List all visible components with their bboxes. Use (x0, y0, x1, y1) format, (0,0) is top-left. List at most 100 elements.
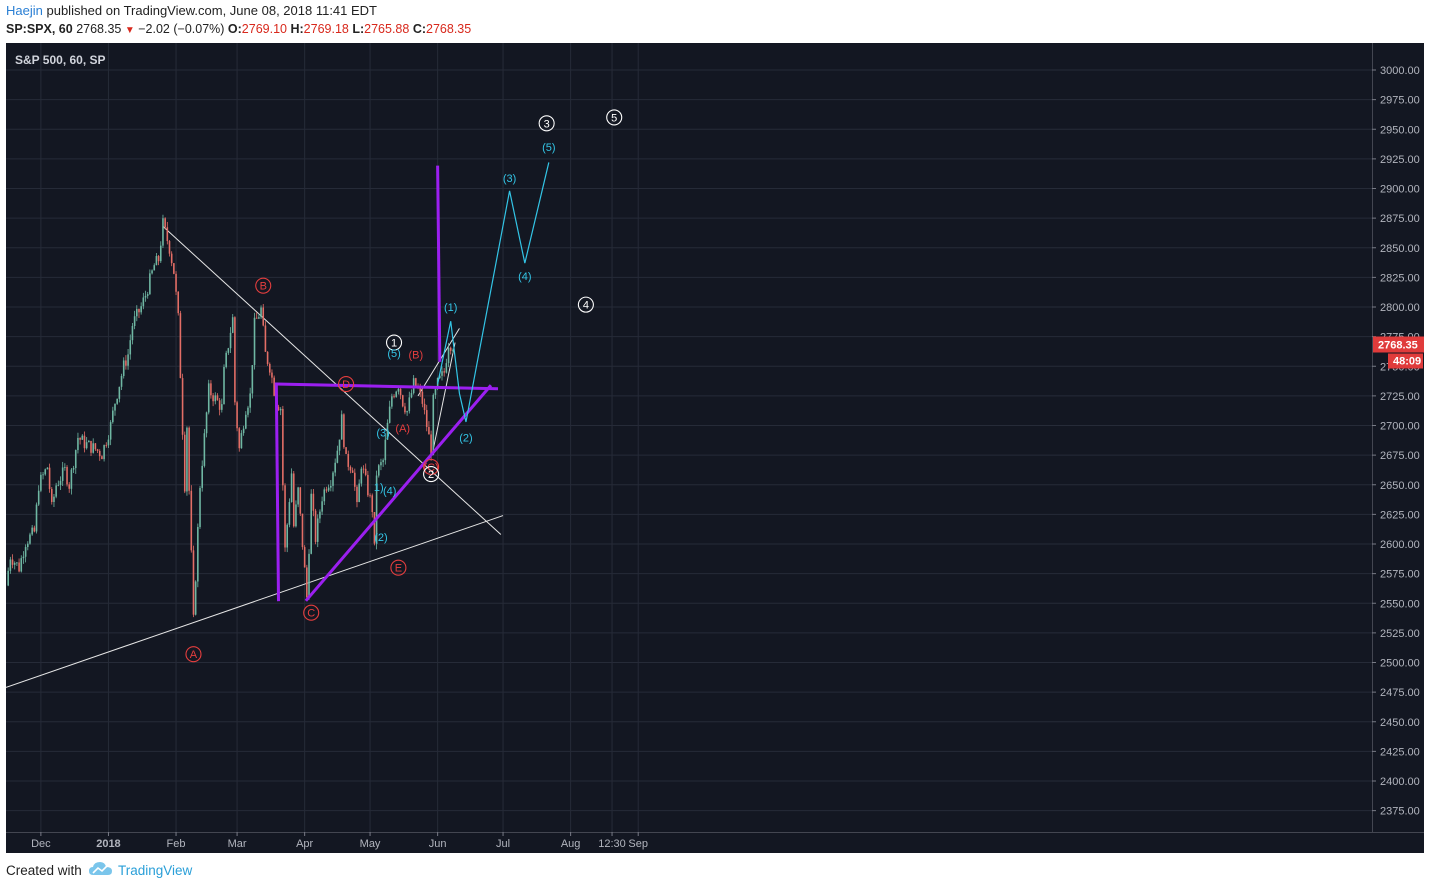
candle-body (177, 291, 180, 314)
candle-body (79, 437, 81, 440)
price-axis[interactable]: 2375.00 2400.00 2425.00 2450.00 2475.00 2500.… (1372, 43, 1424, 853)
triangle-line (304, 384, 493, 602)
candle-body (133, 316, 136, 326)
grid (6, 43, 1372, 832)
wave-label: C (303, 604, 320, 621)
candle-body (325, 489, 328, 491)
time-tick-label: 2018 (96, 838, 120, 850)
candle-body (253, 317, 256, 366)
candle-body (227, 348, 230, 353)
price-tick-label: 2600.00 (1380, 539, 1420, 551)
candle-body (340, 414, 343, 440)
candle-body (316, 518, 319, 542)
candle-body (284, 485, 286, 548)
wave-label-text: (5) (387, 348, 400, 360)
candle-body (197, 526, 199, 582)
candle-body (59, 480, 62, 485)
wave-label: 1 (385, 334, 403, 351)
author-link[interactable]: Haejin (6, 3, 43, 18)
candle-body (245, 414, 247, 429)
wave-label: 1) (374, 482, 384, 494)
candle-body (401, 395, 404, 407)
time-tick-label: May (360, 838, 381, 850)
wave-label: 2 (423, 466, 440, 483)
candle-body (247, 407, 249, 415)
candle-body (369, 495, 371, 497)
candle-body (356, 486, 358, 503)
wave-label: 5 (606, 109, 623, 126)
candle-body (114, 403, 116, 411)
candle-body (96, 449, 99, 451)
candle-body (386, 422, 389, 440)
countdown-label: 48:09 (1393, 356, 1421, 368)
candle-body (428, 426, 430, 435)
price-chart[interactable]: ABCDE(C)(A)(B)12345(5)(3)(4)1)(2)(1)(2)(… (6, 43, 1424, 853)
time-axis[interactable]: Dec 2018 Feb Mar Apr May Jun Jul Aug 12:30 Sep (6, 832, 1424, 850)
wave-label-circle (255, 277, 272, 294)
candle-body (20, 558, 23, 572)
triangle-line (274, 382, 281, 602)
upper-falling-line (162, 226, 502, 535)
wave-label-circle (390, 559, 407, 576)
price-change: −2.02 (−0.07%) (138, 22, 225, 36)
tradingview-link[interactable]: TradingView (118, 863, 193, 878)
lower-rising-line (6, 515, 504, 688)
candle-body (149, 273, 151, 295)
wave-label-text: (5) (542, 142, 555, 154)
candle-body (212, 395, 214, 402)
candle-body (203, 433, 206, 466)
wave-label: (5) (542, 142, 555, 154)
time-tick-label: Jul (496, 838, 510, 850)
candle-body (140, 306, 142, 313)
candle-body (421, 391, 424, 404)
candle-body (295, 504, 297, 527)
candle-body (277, 406, 280, 411)
candle-body (238, 428, 241, 449)
wave-label-text: (3) (503, 173, 516, 185)
candle-body (323, 489, 326, 502)
candle-body (142, 297, 145, 307)
candle-body (109, 422, 112, 440)
candle-body (29, 534, 31, 544)
candle-body (271, 372, 273, 378)
candle-body (286, 524, 289, 548)
wave-label-text: 1) (374, 482, 384, 494)
wave-label: (3) (376, 428, 389, 440)
time-tick-label: Feb (167, 838, 186, 850)
candle-body (146, 294, 149, 296)
chart-title: S&P 500, 60, SP (15, 53, 106, 67)
candle-body (273, 377, 275, 396)
high-label: H: (290, 22, 304, 36)
projection-path (437, 162, 550, 423)
candle-body (13, 563, 16, 565)
candle-body (101, 456, 103, 460)
candle-body (430, 434, 432, 455)
price-tick-label: 2475.00 (1380, 687, 1420, 699)
candle-body (72, 468, 75, 470)
last-price-tag (1373, 336, 1424, 353)
candle-body (138, 308, 140, 313)
candle-body (314, 510, 317, 542)
candle-body (64, 467, 66, 468)
candle-body (125, 360, 127, 366)
candle-body (399, 388, 402, 396)
low-label: L: (352, 22, 365, 36)
candle-body (159, 245, 162, 262)
candle-body (279, 408, 282, 411)
candle-body (190, 490, 193, 551)
candle-body (393, 396, 395, 398)
candle-body (199, 487, 201, 527)
candle-body (268, 363, 271, 373)
candle-body (334, 462, 336, 473)
candle-body (179, 313, 182, 379)
candle-body (447, 347, 450, 364)
candle-body (406, 411, 408, 413)
candle-body (434, 388, 437, 395)
wave-label: (B) (409, 349, 424, 361)
time-tick-label: Jun (429, 838, 447, 850)
candle-body (74, 450, 77, 469)
price-tick-label: 2625.00 (1380, 509, 1420, 521)
candle-body (48, 467, 51, 489)
open-value: 2769.10 (241, 22, 287, 36)
candle-body (358, 483, 360, 503)
